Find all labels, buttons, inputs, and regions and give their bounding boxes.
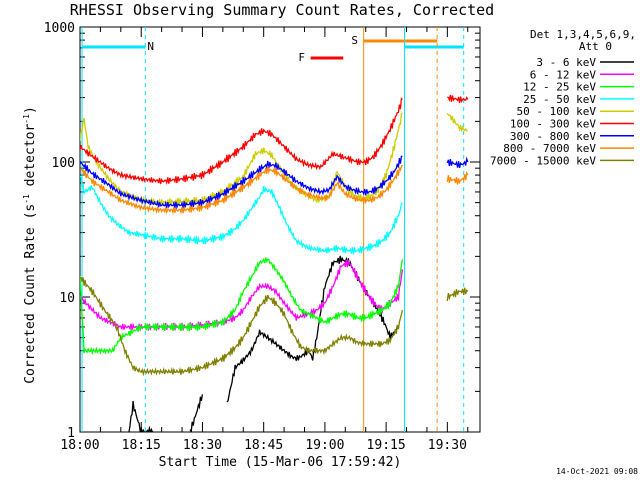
series-line-4 xyxy=(80,112,403,206)
x-tick-label: 19:15 xyxy=(367,438,406,453)
legend-label-8: 7000 - 15000 keV xyxy=(490,154,596,167)
series-2 xyxy=(80,257,404,356)
series-line-2 xyxy=(80,257,404,356)
y-tick-label: 100 xyxy=(52,156,75,171)
legend-label-7: 800 - 7000 keV xyxy=(503,142,596,155)
legend-label-1: 6 - 12 keV xyxy=(530,68,597,81)
x-tick-label: 19:00 xyxy=(305,438,344,453)
series-1 xyxy=(80,259,404,332)
x-tick-label: 18:30 xyxy=(183,438,222,453)
series-line-6 xyxy=(80,155,403,210)
plot-frame xyxy=(79,26,481,433)
series-line-0 xyxy=(189,394,204,432)
series-line-5 xyxy=(447,94,469,104)
chart-title: RHESSI Observing Summary Count Rates, Co… xyxy=(70,1,494,19)
y-tick-label: 10 xyxy=(59,291,75,306)
y-tick-label: 1 xyxy=(67,426,75,441)
legend-label-4: 50 - 100 keV xyxy=(517,105,597,118)
y-tick-label: 1000 xyxy=(44,21,75,36)
series-line-8 xyxy=(80,276,404,377)
x-axis-label: Start Time (15-Mar-06 17:59:42) xyxy=(159,455,402,470)
y-axis-label: Corrected Count Rate (s-1 detector-1) xyxy=(22,106,38,384)
legend-label-0: 3 - 6 keV xyxy=(536,56,596,69)
series-8 xyxy=(80,276,469,377)
x-tick-labels: 18:00 18:15 18:30 18:45 19:00 19:15 19:30 xyxy=(60,438,466,453)
series-line-4 xyxy=(446,112,468,132)
series-5 xyxy=(80,94,469,185)
series-line-0 xyxy=(128,400,154,432)
series-line-1 xyxy=(80,259,404,332)
x-tick-label: 18:15 xyxy=(122,438,161,453)
series-3 xyxy=(80,175,403,255)
legend-header-detectors: Det 1,3,4,5,6,9, xyxy=(530,28,636,41)
series-line-8 xyxy=(446,287,469,302)
series-7 xyxy=(80,164,469,215)
legend-label-3: 25 - 50 keV xyxy=(523,93,596,106)
x-tick-label: 19:30 xyxy=(428,438,467,453)
x-tick-label: 18:45 xyxy=(244,438,283,453)
legend-header-attenuator: Att 0 xyxy=(579,40,612,53)
legend-label-2: 12 - 25 keV xyxy=(523,81,596,94)
y-tick-labels: 1 10 100 1000 xyxy=(44,21,75,441)
series-line-3 xyxy=(80,175,403,255)
series-line-6 xyxy=(446,156,469,169)
night-flag-label: N xyxy=(147,40,154,53)
legend-label-5: 100 - 300 keV xyxy=(510,118,596,131)
series-line-0 xyxy=(226,255,399,403)
legend-label-6: 300 - 800 keV xyxy=(510,130,596,143)
series-line-7 xyxy=(80,164,403,215)
plot-area: N F S xyxy=(79,26,481,433)
generation-timestamp: 14-Oct-2021 09:08 xyxy=(556,467,638,476)
saa-flag-label: S xyxy=(351,34,358,47)
series-4 xyxy=(80,112,468,206)
flare-flag-label: F xyxy=(298,51,305,64)
series-line-7 xyxy=(446,170,469,185)
series-6 xyxy=(80,155,469,210)
series-line-5 xyxy=(80,97,403,185)
x-tick-label: 18:00 xyxy=(60,438,99,453)
